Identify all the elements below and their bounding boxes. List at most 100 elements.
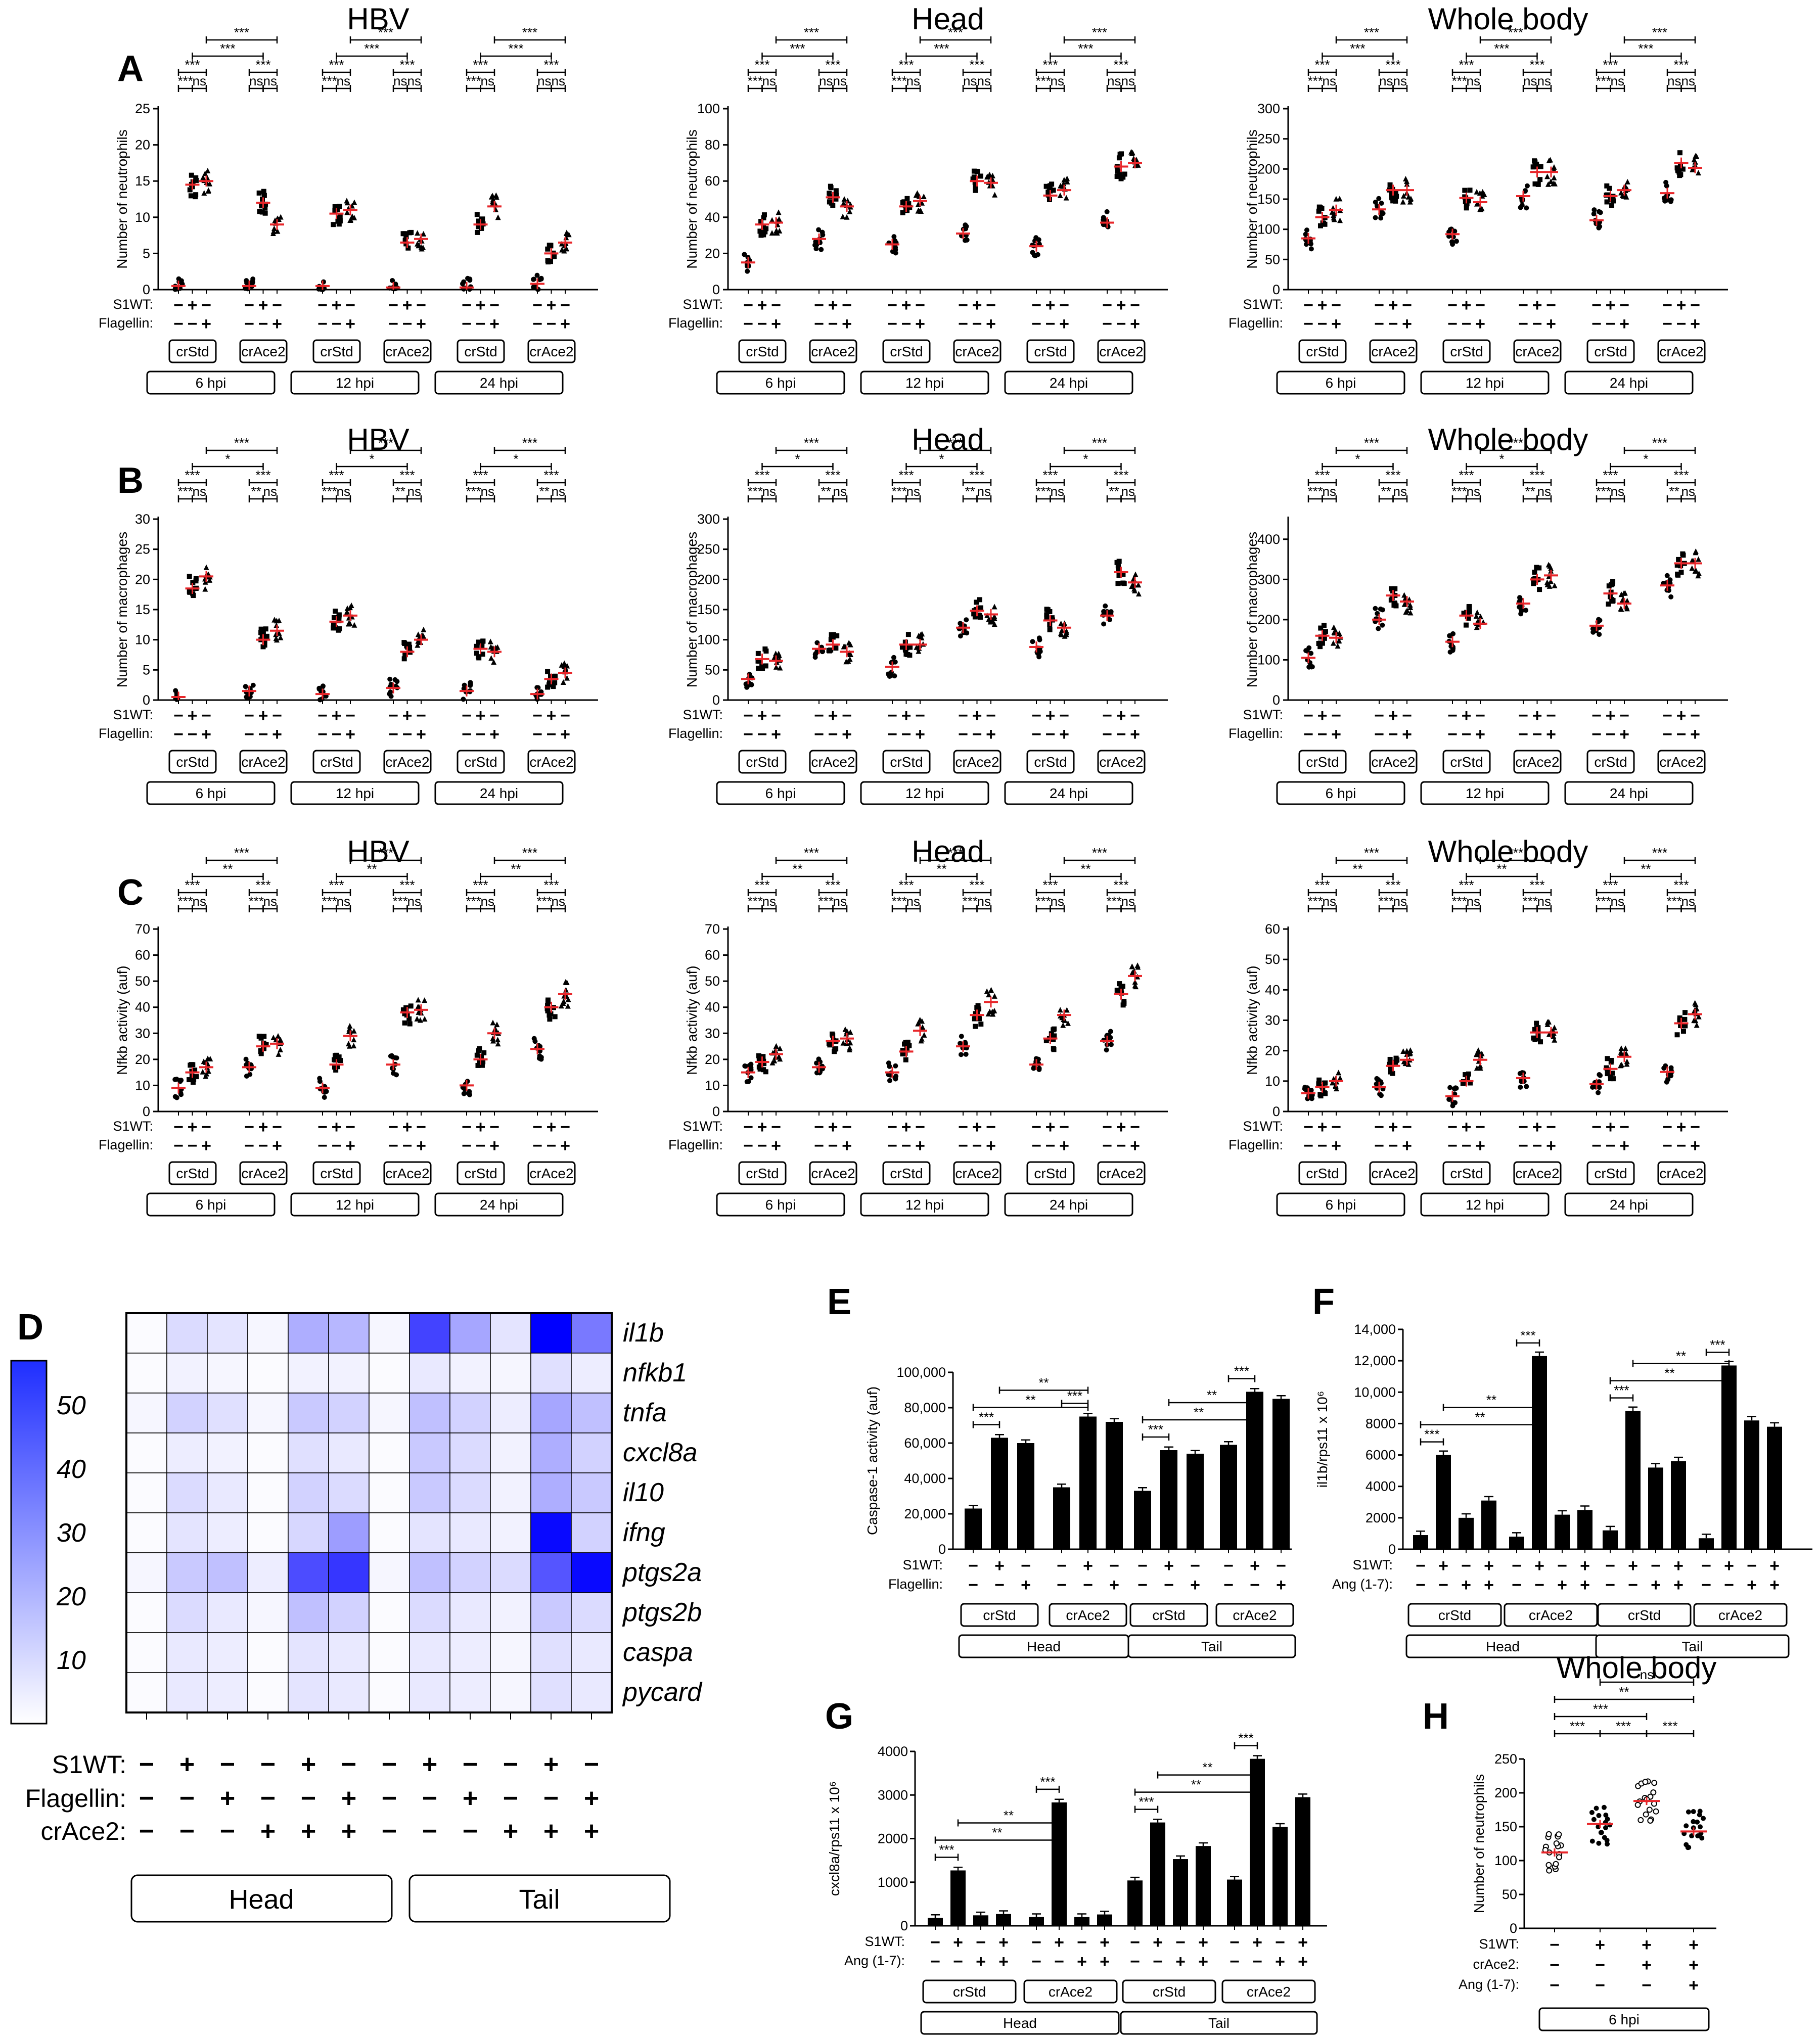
flagellin-sign: + <box>345 314 355 334</box>
flagellin-sign: − <box>887 1136 897 1155</box>
significance-label: ** <box>1486 1393 1496 1408</box>
group-label: crStd <box>320 344 353 359</box>
crace2-sign: − <box>179 1817 195 1846</box>
row1-sign: + <box>998 1933 1009 1952</box>
data-point <box>535 287 540 292</box>
heatmap-cell <box>409 1472 450 1513</box>
bar <box>1625 1411 1641 1549</box>
data-point <box>258 1035 264 1041</box>
significance-label: ** <box>222 861 233 876</box>
group-label: crStd <box>890 754 923 770</box>
data-point <box>565 996 571 1002</box>
data-point <box>1537 587 1542 592</box>
data-point <box>1678 166 1684 172</box>
s1wt-sign: + <box>188 296 198 315</box>
data-point <box>1607 186 1612 191</box>
data-point <box>1337 1075 1343 1081</box>
bar <box>991 1438 1008 1549</box>
y-tick-label: 50 <box>1265 952 1280 967</box>
significance-label: *** <box>220 41 235 56</box>
data-point <box>1467 188 1473 193</box>
data-point <box>1063 631 1069 637</box>
significance-label: ns <box>906 73 920 88</box>
data-point <box>1044 612 1050 618</box>
significance-label: ns <box>263 484 277 499</box>
data-point <box>480 638 486 644</box>
data-point <box>893 1063 898 1069</box>
significance-label: *** <box>1234 1364 1249 1379</box>
s1wt-sign: − <box>743 1118 753 1137</box>
data-point <box>1374 1076 1380 1081</box>
significance-label: ** <box>1194 1405 1204 1420</box>
data-point <box>243 286 248 291</box>
bar <box>1459 1517 1474 1549</box>
flagellin-sign: − <box>958 314 968 334</box>
heatmap-cell <box>328 1353 370 1394</box>
flagellin-sign: + <box>1619 1136 1629 1155</box>
bar <box>1029 1917 1044 1926</box>
data-point <box>760 666 765 671</box>
row1-sign: + <box>1054 1933 1064 1952</box>
s1wt-sign: − <box>345 296 355 315</box>
panel-letter: B <box>117 460 144 501</box>
data-point <box>814 1070 820 1076</box>
significance-label: *** <box>1616 1719 1631 1734</box>
group-box <box>1657 339 1706 363</box>
data-point <box>907 653 913 658</box>
significance-label: ns <box>1323 484 1336 499</box>
data-point <box>480 1059 486 1064</box>
s1wt-sign: − <box>1402 1118 1412 1137</box>
data-point <box>1466 198 1471 204</box>
row1-sign: + <box>1252 1933 1262 1952</box>
s1wt-sign: + <box>1388 296 1398 315</box>
y-tick-label: 30 <box>135 1026 150 1041</box>
group-label: crStd <box>1153 1984 1186 2000</box>
data-point <box>475 1062 481 1068</box>
y-tick-label: 6000 <box>1366 1448 1396 1463</box>
flagellin-sign: + <box>489 725 499 744</box>
data-point <box>1475 200 1481 206</box>
y-tick-label: 0 <box>938 1542 946 1557</box>
row1-sign: − <box>1175 1933 1186 1952</box>
data-point <box>1452 1091 1458 1097</box>
data-point <box>548 243 554 249</box>
heatmap-cell <box>490 1393 531 1433</box>
panel-letter: D <box>17 1307 43 1348</box>
data-point <box>1322 1080 1327 1086</box>
heatmap-cell <box>449 1313 491 1354</box>
flagellin-sign: − <box>1388 1136 1398 1155</box>
flagellin-row-label: Flagellin: <box>668 1137 723 1152</box>
group-label: crAce2 <box>1099 344 1143 359</box>
s1wt-sign: − <box>1402 296 1412 315</box>
data-point <box>188 193 194 199</box>
significance-label: *** <box>466 73 481 88</box>
row2-sign: − <box>1628 1576 1638 1595</box>
significance-label: ** <box>1025 1393 1035 1408</box>
data-point <box>845 658 851 664</box>
s1wt-sign: − <box>1402 706 1412 725</box>
s1wt-sign: + <box>301 1750 316 1779</box>
s1wt-sign: − <box>462 706 472 725</box>
heatmap-cell <box>571 1313 612 1354</box>
data-point <box>1618 591 1624 597</box>
group-label: crAce2 <box>1233 1607 1277 1623</box>
crace2-sign: + <box>1642 1956 1652 1975</box>
data-point <box>984 174 990 180</box>
group-label: crStd <box>464 754 497 770</box>
data-point <box>477 1059 482 1064</box>
data-point <box>1120 174 1126 180</box>
data-point <box>1462 194 1468 200</box>
data-point <box>1333 196 1339 202</box>
row1-sign: − <box>1557 1556 1567 1576</box>
data-point <box>1619 598 1625 604</box>
data-point <box>1132 983 1138 989</box>
data-point <box>1680 552 1686 558</box>
row2-sign: − <box>1724 1576 1734 1595</box>
data-point <box>331 615 337 621</box>
significance-label: *** <box>1067 1388 1082 1404</box>
flagellin-sign: − <box>1606 314 1616 334</box>
s1wt-sign: + <box>972 1118 982 1137</box>
heatmap-cell <box>247 1472 289 1513</box>
s1wt-sign: + <box>179 1750 195 1779</box>
flagellin-sign: − <box>1102 314 1112 334</box>
